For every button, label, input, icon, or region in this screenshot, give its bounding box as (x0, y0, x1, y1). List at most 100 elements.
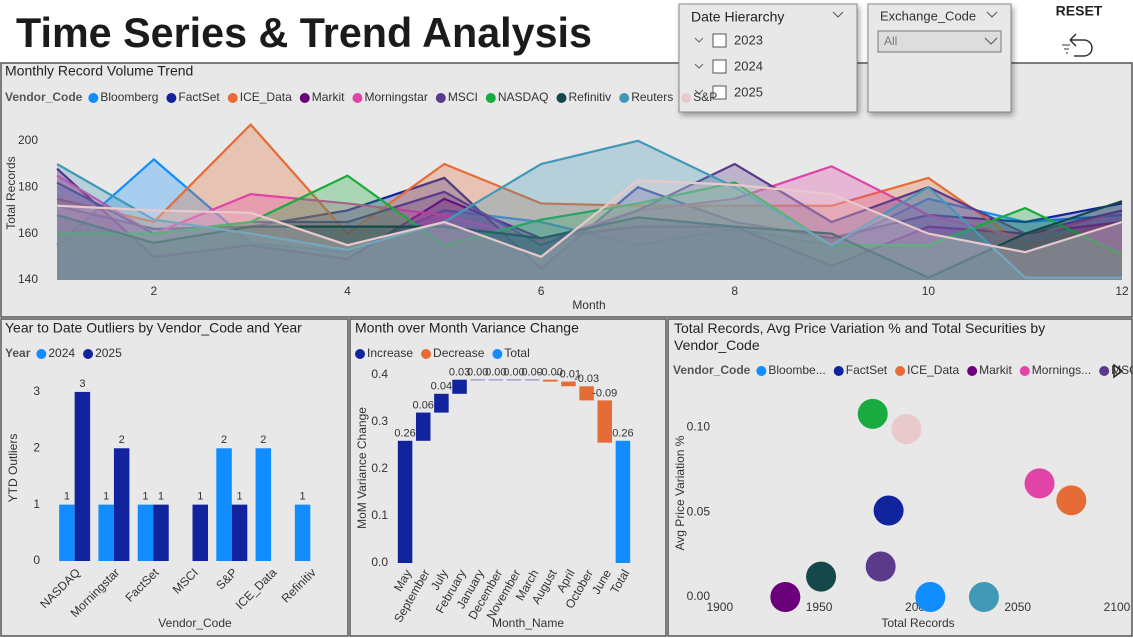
x-tick-label: 12 (1115, 284, 1129, 298)
legend-marker (36, 349, 47, 359)
expand-chevron (694, 89, 704, 95)
axis-title: Month_Name (492, 616, 564, 630)
bar (192, 504, 208, 561)
legend-label: Morningstar (364, 90, 427, 104)
waterfall-bar (452, 379, 467, 394)
axis-title: Total Records (4, 156, 18, 229)
bubble (806, 561, 837, 592)
legend-marker (435, 93, 446, 103)
value-label: 0.00 (521, 367, 542, 379)
slicer-box (867, 3, 1012, 113)
bar (153, 504, 169, 561)
bubble (1024, 468, 1055, 499)
dropdown-value: All (884, 34, 897, 48)
value-label: 1 (197, 491, 203, 503)
legend-marker (352, 93, 363, 103)
chart-title: Year to Date Outliers by Vendor_Code and… (5, 320, 302, 336)
x-tick-label: 6 (538, 284, 545, 298)
waterfall-bar (415, 412, 431, 441)
legend-label: Bloombe... (768, 363, 825, 377)
checkbox[interactable] (712, 85, 727, 100)
waterfall-bar (561, 381, 576, 387)
value-label: 1 (64, 491, 70, 503)
axis-title: Month (572, 298, 605, 312)
page-title: Time Series & Trend Analysis (16, 9, 592, 56)
value-label: 0.03 (449, 367, 470, 379)
legend-marker (619, 93, 630, 103)
chart-title: Total Records, Avg Price Variation % and… (674, 320, 1046, 353)
bar (255, 448, 272, 561)
chevron[interactable] (986, 11, 998, 18)
value-label: 1 (158, 491, 164, 503)
value-label: 0.00 (503, 367, 524, 379)
y-tick-label: 180 (18, 179, 38, 193)
x-tick-label: 1950 (806, 600, 833, 614)
area (57, 166, 1123, 280)
reset-icon[interactable] (1069, 33, 1093, 57)
legend-marker (355, 349, 365, 359)
axis-title: MoM Variance Change (355, 407, 369, 529)
slicer-item: 2023 (734, 32, 763, 47)
legend-marker (299, 93, 310, 103)
axis-title: YTD Outliers (6, 434, 20, 503)
value-label: 0.00 (467, 367, 488, 379)
checkbox[interactable] (712, 59, 727, 74)
x-tick-label: 2 (151, 284, 158, 298)
bar (59, 504, 75, 561)
value-label: 2 (221, 434, 227, 446)
bubble (968, 582, 999, 612)
slicer-title: Date Hierarchy (691, 9, 784, 25)
legend-next[interactable] (1113, 363, 1124, 379)
legend-marker (485, 93, 496, 103)
panel (0, 318, 349, 637)
reset-button[interactable]: RESET (1056, 3, 1103, 57)
line (56, 167, 1123, 268)
bar (98, 504, 114, 561)
legend-label: ICE_Data (240, 90, 292, 104)
expand-chevron (694, 37, 704, 43)
value-label: 0.04 (431, 381, 452, 393)
line (56, 165, 1123, 242)
y-tick-label: 0.3 (371, 414, 388, 428)
legend-label: 2025 (95, 346, 122, 360)
legend-label: Decrease (433, 346, 485, 360)
legend-label: Markit (312, 90, 345, 104)
checkbox[interactable] (712, 33, 727, 48)
bubble (770, 582, 801, 612)
value-label: 0.26 (612, 428, 633, 440)
waterfall-bar (524, 379, 540, 381)
expand-chevron (694, 63, 704, 69)
area (57, 201, 1123, 280)
x-tick-label: 2100 (1104, 600, 1131, 614)
y-tick-label: 0.0 (371, 555, 388, 569)
waterfall-bar (615, 440, 631, 563)
slicer-title: Exchange_Code (880, 8, 976, 23)
chevron (984, 37, 998, 45)
legend-marker (83, 349, 94, 359)
bar (294, 504, 311, 561)
legend-marker (492, 349, 503, 359)
reset-label[interactable]: RESET (1056, 3, 1103, 19)
y-tick-label: 140 (18, 272, 38, 286)
waterfall-bar (597, 400, 613, 443)
value-label: 0.26 (394, 428, 415, 440)
line (56, 179, 1123, 259)
legend-label: MSCI (448, 90, 478, 104)
dropdown[interactable] (877, 30, 1002, 53)
slicer-items: 2023 2024 2025 (694, 32, 763, 100)
bar (137, 504, 154, 561)
line (56, 122, 1123, 247)
legend-marker (833, 366, 844, 376)
axis-title: Total Records (881, 616, 954, 630)
waterfall-bar (579, 386, 594, 401)
legend-label: FactSet (178, 90, 220, 104)
y-tick-label: 0.2 (371, 461, 388, 475)
chevron[interactable] (832, 11, 844, 18)
legend-label: Mornings... (1032, 363, 1091, 377)
line (57, 174, 1123, 256)
legend-marker (88, 93, 99, 103)
legend-label: Total (504, 346, 529, 360)
legend-marker (556, 93, 567, 103)
value-label: -0.03 (574, 373, 599, 385)
